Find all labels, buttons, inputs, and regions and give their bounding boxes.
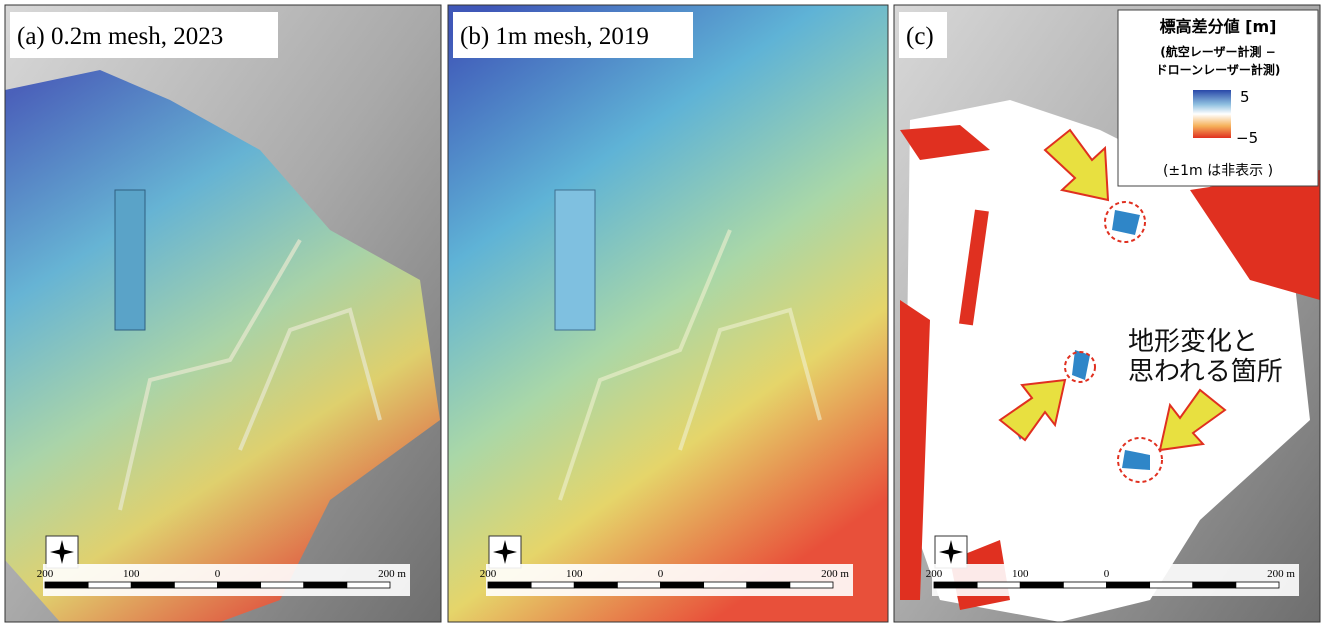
scale-label: 200 m — [821, 568, 849, 580]
scale-label: 0 — [1104, 568, 1110, 580]
scale-segment — [131, 582, 174, 588]
scale-segment — [174, 582, 217, 588]
scale-label: 200 — [480, 568, 497, 580]
scale-label: 0 — [658, 568, 664, 580]
panel-c: 地形変化と 思われる箇所 標高差分値 [m] (航空レーザー計測 − ドローンレ… — [894, 5, 1320, 622]
legend-max: 5 — [1240, 88, 1250, 106]
scale-segment — [747, 582, 790, 588]
scale-label: 200 — [926, 568, 943, 580]
scale-segment — [661, 582, 704, 588]
scale-segment — [45, 582, 88, 588]
scale-segment — [1107, 582, 1150, 588]
panel-label: (a) 0.2m mesh, 2023 — [17, 23, 223, 50]
scale-bg — [932, 564, 1299, 596]
legend-note: (±1m は非表示 ) — [1163, 163, 1273, 179]
panel-label: (c) — [906, 23, 934, 50]
scale-segment — [1236, 582, 1279, 588]
building — [555, 190, 595, 330]
scale-segment — [88, 582, 131, 588]
legend-subtitle: (航空レーザー計測 − — [1160, 44, 1275, 59]
legend-subtitle: ドローンレーザー計測) — [1156, 62, 1281, 77]
scale-segment — [790, 582, 833, 588]
scale-segment — [261, 582, 304, 588]
scale-segment — [488, 582, 531, 588]
scale-label: 200 — [37, 568, 54, 580]
scale-bg — [43, 564, 410, 596]
elevation-map — [448, 5, 888, 622]
scale-segment — [1063, 582, 1106, 588]
legend-title: 標高差分値 [m] — [1160, 17, 1277, 36]
scale-bg — [486, 564, 853, 596]
panel-a — [5, 5, 441, 622]
scale-segment — [218, 582, 261, 588]
scale-segment — [934, 582, 977, 588]
scale-label: 0 — [215, 568, 221, 580]
scale-label: 100 — [1012, 568, 1029, 580]
annotation: 思われる箇所 — [1128, 357, 1283, 387]
scale-segment — [1020, 582, 1063, 588]
annotation: 地形変化と — [1128, 327, 1258, 357]
legend-min: −5 — [1236, 129, 1258, 147]
panel-label: (b) 1m mesh, 2019 — [460, 23, 649, 50]
figure: 地形変化と 思われる箇所 標高差分値 [m] (航空レーザー計測 − ドローンレ… — [0, 0, 1325, 627]
scale-segment — [347, 582, 390, 588]
scale-segment — [1193, 582, 1236, 588]
scale-segment — [304, 582, 347, 588]
scale-segment — [1150, 582, 1193, 588]
scale-segment — [617, 582, 660, 588]
scale-segment — [531, 582, 574, 588]
scale-segment — [977, 582, 1020, 588]
scale-label: 100 — [566, 568, 583, 580]
scale-segment — [574, 582, 617, 588]
scale-label: 200 m — [1267, 568, 1295, 580]
scale-label: 100 — [123, 568, 140, 580]
scale-label: 200 m — [378, 568, 406, 580]
scale-segment — [704, 582, 747, 588]
legend-colorbar — [1193, 90, 1231, 138]
panel-b — [448, 5, 888, 622]
building — [115, 190, 145, 330]
